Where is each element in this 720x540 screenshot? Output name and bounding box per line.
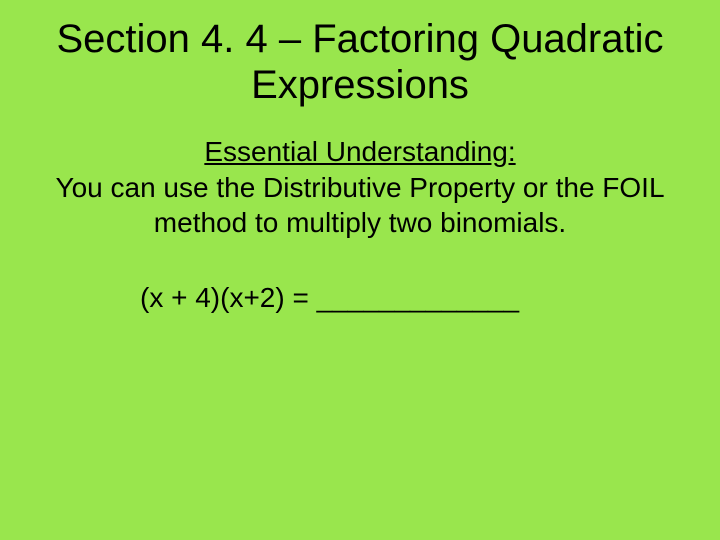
essential-understanding-heading: Essential Understanding: (10, 136, 710, 168)
body-line-1: You can use the Distributive Property or… (55, 172, 664, 203)
body-line-2: method to multiply two binomials. (154, 207, 566, 238)
body-paragraph: You can use the Distributive Property or… (18, 170, 702, 240)
title-line-2: Expressions (251, 63, 469, 107)
section-title: Section 4. 4 – Factoring Quadratic Expre… (10, 16, 710, 108)
title-line-1: Section 4. 4 – Factoring Quadratic (57, 17, 664, 61)
slide-container: Section 4. 4 – Factoring Quadratic Expre… (0, 0, 720, 540)
expression-prompt: (x + 4)(x+2) = _____________ (10, 282, 710, 314)
